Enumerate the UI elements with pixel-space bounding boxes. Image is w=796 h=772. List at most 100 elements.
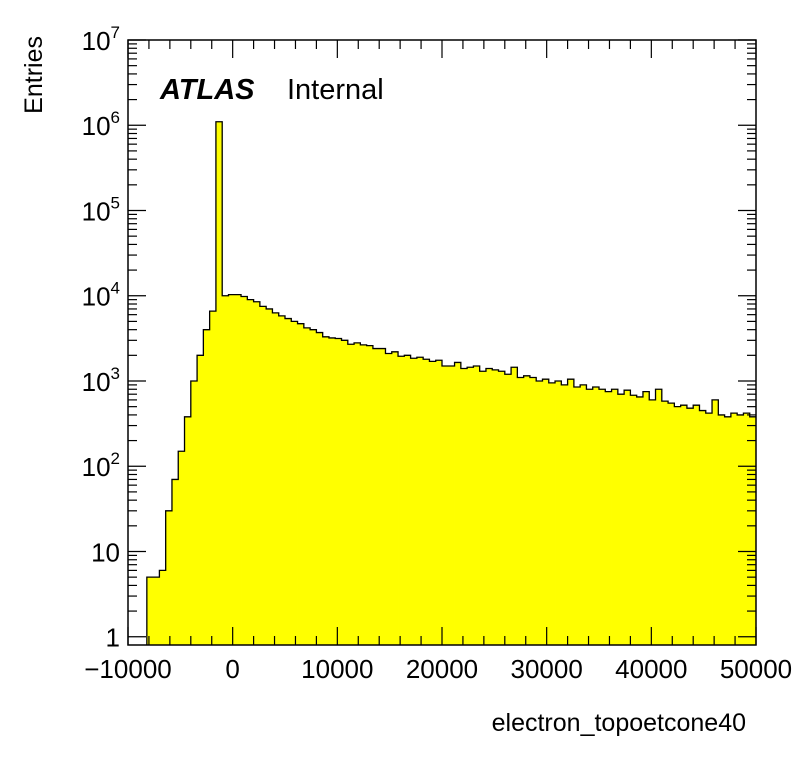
histogram-bin (335, 338, 342, 645)
histogram-bin (498, 371, 506, 645)
histogram-bin (448, 365, 455, 645)
histogram-bin (699, 410, 707, 645)
histogram-outline (146, 121, 756, 645)
histogram-bin (485, 368, 493, 645)
histogram-bin (310, 329, 317, 645)
histogram-bin (561, 384, 568, 645)
histogram-bin (542, 379, 550, 645)
histogram-bin (605, 391, 612, 645)
histogram-bin (285, 318, 292, 645)
x-tick-label: 40000 (615, 654, 687, 684)
histogram-bin (536, 380, 543, 645)
histogram-bin (410, 358, 418, 645)
x-axis-title: electron_topoetcone40 (492, 709, 746, 737)
histogram-bin (372, 348, 380, 645)
histogram-bin (278, 315, 286, 645)
histogram-bin (617, 394, 625, 645)
histogram-bin (291, 321, 298, 645)
histogram-bin (171, 479, 179, 645)
histogram-bin (642, 391, 650, 645)
histogram-bin (712, 399, 719, 645)
histogram-bin (247, 299, 254, 645)
histogram-bin (467, 367, 474, 645)
histogram-bin (611, 389, 619, 645)
histogram-bin (197, 355, 204, 645)
histogram-bin (366, 345, 374, 645)
histogram-bin (504, 374, 512, 645)
histogram-bin (686, 408, 694, 645)
histogram-bin (435, 360, 443, 645)
histogram-bin (718, 414, 725, 645)
histogram-bin (624, 390, 631, 645)
histogram-bin (398, 356, 405, 645)
histogram-bin (328, 337, 336, 645)
histogram-bin (473, 365, 481, 645)
histogram-bin (297, 323, 305, 645)
histogram-bin (209, 311, 217, 645)
histogram-bin (523, 375, 531, 645)
histogram-bin (266, 308, 273, 645)
histogram-bin (567, 379, 575, 645)
histogram-bin (442, 365, 449, 645)
histogram-bin (159, 570, 167, 645)
histogram-bin (416, 357, 424, 645)
histogram-bin (599, 389, 606, 645)
y-tick-label: 102 (82, 449, 120, 482)
histogram-bin (228, 294, 236, 645)
histogram-bin (222, 295, 229, 645)
histogram-bin (661, 401, 669, 645)
histogram-bin (360, 344, 368, 645)
histogram-bin (190, 380, 198, 645)
y-axis-title: Entries (20, 36, 48, 114)
histogram-bin (341, 340, 349, 645)
y-tick-label: 106 (82, 108, 120, 141)
histogram-bin (322, 336, 330, 645)
histogram-bin (592, 387, 600, 645)
histogram-bin (649, 399, 656, 645)
x-tick-label: 50000 (720, 654, 792, 684)
histogram-bin (347, 344, 355, 645)
x-tick-label: 10000 (301, 654, 373, 684)
histogram-bin (404, 355, 411, 645)
histogram-bin (385, 353, 393, 645)
histogram-bin (303, 327, 311, 645)
histogram-bin (153, 577, 160, 645)
histogram-bin (548, 382, 556, 645)
y-tick-label: 1 (106, 623, 120, 653)
y-tick-label: 103 (82, 364, 120, 397)
histogram-bin (492, 369, 499, 645)
histogram-bin (630, 395, 638, 645)
histogram-bin (517, 377, 525, 645)
histogram-bin (165, 510, 173, 645)
x-tick-label: 20000 (406, 654, 478, 684)
histogram-bin (272, 312, 280, 645)
x-tick-label: 30000 (511, 654, 583, 684)
histogram-bin (655, 389, 663, 645)
histogram-bin (730, 413, 738, 645)
histogram-bin (743, 413, 751, 645)
histogram-bin (203, 329, 211, 645)
histogram-bin (316, 332, 324, 645)
histogram-bin (178, 451, 185, 645)
x-tick-labels: −10000 0 10000 20000 30000 40000 50000 (84, 654, 792, 684)
histogram-bin (184, 416, 192, 645)
histogram-bin (668, 403, 675, 645)
histogram-bin (479, 371, 487, 645)
histogram-bin (674, 406, 682, 645)
histogram-bin (429, 361, 437, 645)
x-tick-label: 0 (225, 654, 239, 684)
histogram-bin (391, 351, 399, 645)
y-tick-labels: 1 10 102 103 104 105 106 107 (82, 23, 120, 653)
histogram-bin (234, 294, 242, 645)
internal-label: Internal (287, 74, 384, 106)
histogram-bin (259, 306, 267, 645)
histogram-bin (529, 377, 537, 645)
y-tick-label: 107 (82, 23, 120, 56)
histogram-bin (580, 384, 587, 645)
histogram-bin (460, 368, 468, 645)
histogram-bin (454, 362, 462, 645)
y-tick-label: 104 (82, 279, 120, 312)
histogram-bin (573, 387, 581, 645)
histogram-bin (354, 342, 361, 645)
